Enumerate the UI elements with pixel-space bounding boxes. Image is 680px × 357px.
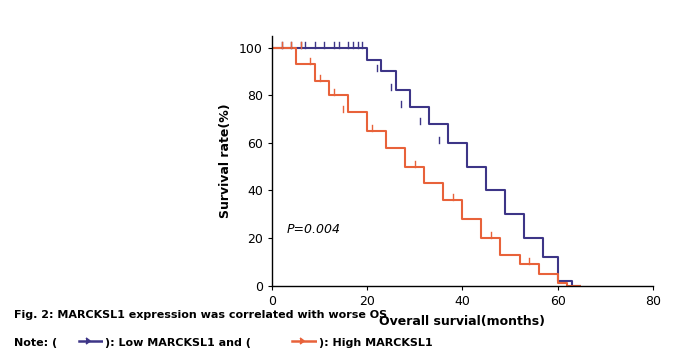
X-axis label: Overall survial(months): Overall survial(months) xyxy=(379,315,545,328)
Text: P=0.004: P=0.004 xyxy=(286,223,340,236)
Y-axis label: Survival rate(%): Survival rate(%) xyxy=(219,103,232,218)
Text: Note: (: Note: ( xyxy=(14,338,56,348)
Text: ): Low MARCKSL1 and (: ): Low MARCKSL1 and ( xyxy=(105,338,252,348)
Text: Fig. 2: MARCKSL1 expression was correlated with worse OS: Fig. 2: MARCKSL1 expression was correlat… xyxy=(14,310,387,320)
Text: ): High MARCKSL1: ): High MARCKSL1 xyxy=(319,338,432,348)
